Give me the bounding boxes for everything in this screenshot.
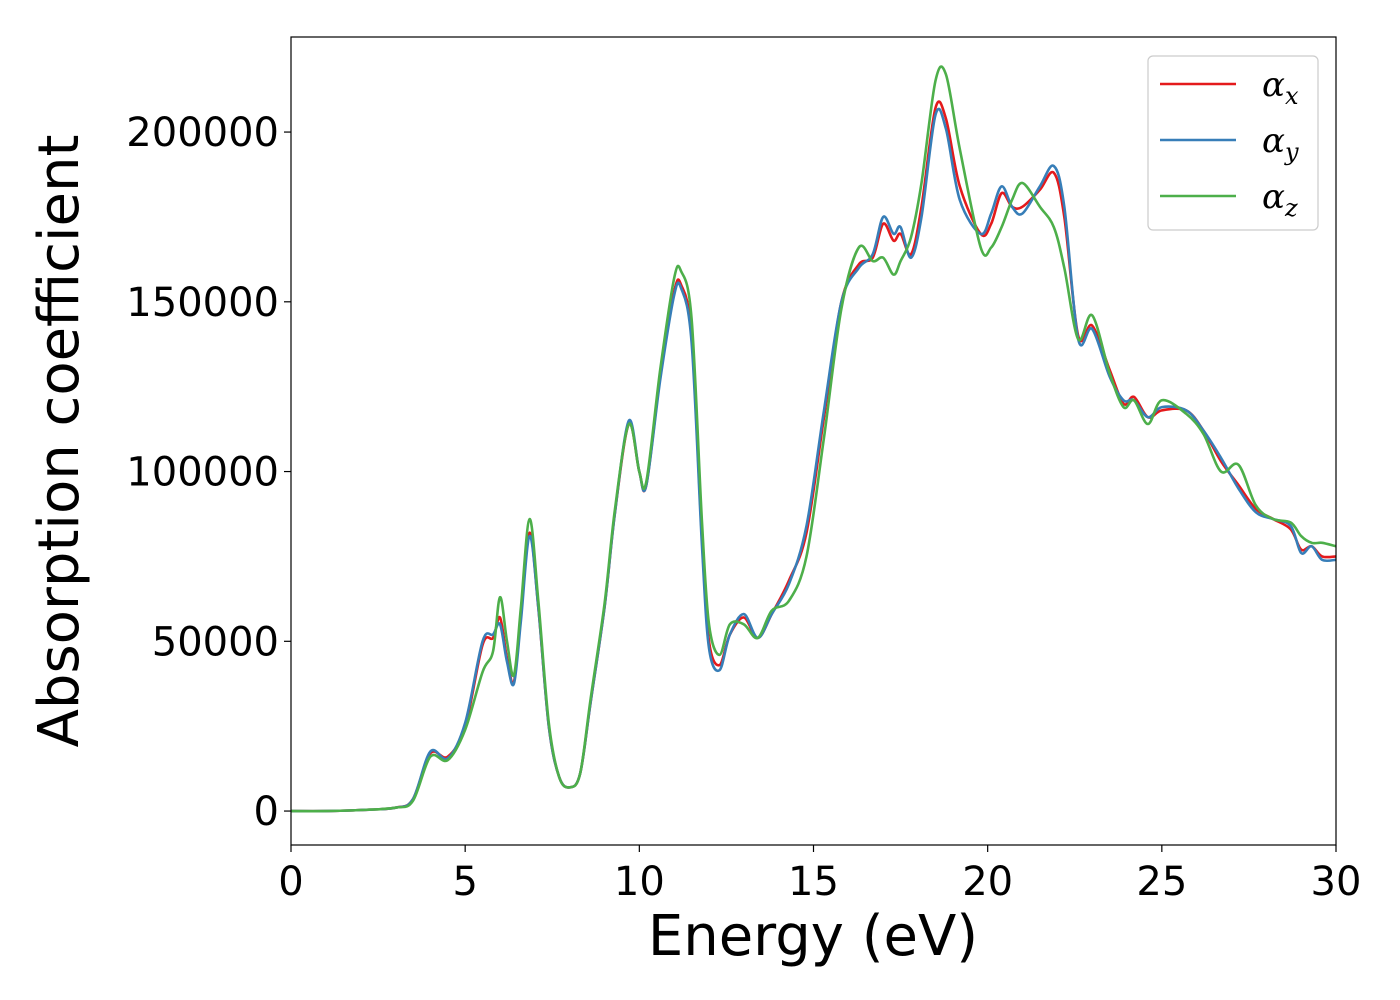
- x-tick-label: 20: [962, 859, 1013, 905]
- x-axis-ticks: 0 5 10 15 20 25 30: [278, 845, 1361, 905]
- x-tick-label: 15: [788, 859, 839, 905]
- legend-subscript: y: [1284, 138, 1299, 166]
- series-line-z: [291, 65, 1336, 813]
- y-tick-label: 50000: [152, 619, 279, 665]
- legend-alpha: α: [1262, 121, 1285, 161]
- legend-alpha: α: [1262, 65, 1285, 105]
- series-layer: [291, 65, 1336, 813]
- legend-label-y: αy: [1262, 121, 1299, 166]
- y-axis-ticks: 0 50000 100000 150000 200000: [126, 110, 291, 835]
- legend-box: [1147, 55, 1319, 231]
- x-axis-title: Energy (eV): [648, 904, 978, 969]
- legend-label-x: αx: [1262, 65, 1299, 110]
- legend-subscript: z: [1284, 194, 1298, 222]
- y-axis-title: Absorption coefficient: [27, 135, 92, 748]
- y-tick-label: 200000: [126, 110, 279, 156]
- x-tick-label: 25: [1136, 859, 1187, 905]
- x-tick-label: 10: [614, 859, 665, 905]
- y-tick-label: 100000: [126, 450, 279, 496]
- y-tick-label: 150000: [126, 280, 279, 326]
- x-tick-label: 30: [1311, 859, 1362, 905]
- legend-subscript: x: [1285, 82, 1299, 110]
- x-tick-label: 0: [278, 859, 303, 905]
- y-tick-label: 0: [254, 789, 279, 835]
- legend-alpha: α: [1262, 177, 1285, 217]
- legend-label-z: αz: [1262, 177, 1298, 222]
- x-tick-label: 5: [452, 859, 477, 905]
